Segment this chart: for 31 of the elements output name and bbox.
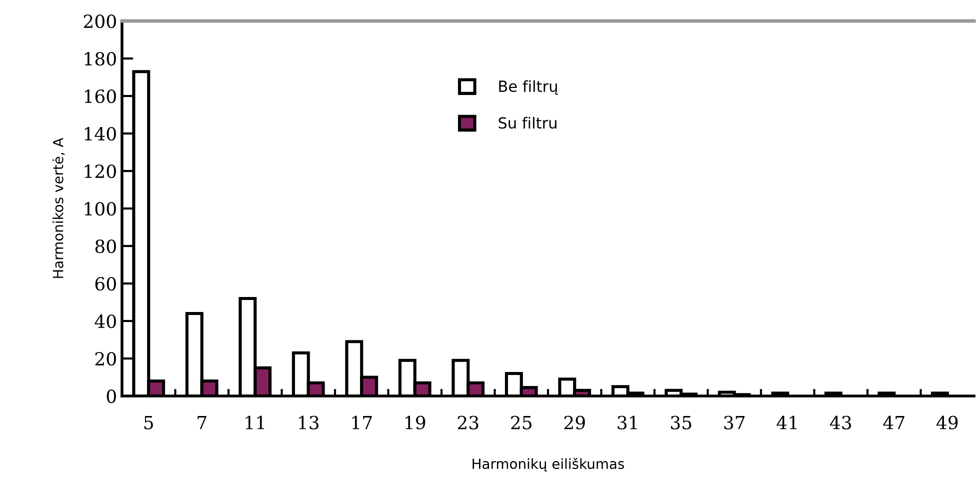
x-tick-label: 47: [883, 416, 904, 430]
x-tick-label: 31: [618, 416, 637, 430]
x-tick-label: 17: [352, 416, 372, 430]
legend-label: Be filtrų: [499, 80, 558, 95]
x-tick-label: 41: [776, 416, 797, 430]
y-tick-label: 20: [95, 352, 116, 366]
x-tick-label: 25: [511, 416, 532, 430]
x-tick-label: 7: [198, 416, 206, 430]
y-tick-label: 60: [95, 276, 116, 291]
y-tick-label: 100: [84, 202, 116, 216]
x-tick-label: 43: [830, 416, 852, 430]
x-tick-label: 29: [564, 416, 585, 430]
y-tick-label: 160: [84, 89, 116, 104]
x-axis-title: Harmonikų eiliškumas: [472, 458, 624, 472]
legend-label: Su filtru: [498, 116, 556, 129]
x-tick-label: 19: [406, 416, 426, 430]
y-tick-label: 0: [106, 389, 116, 404]
y-tick-label: 140: [84, 126, 116, 141]
y-tick-label: 180: [84, 52, 116, 66]
x-tick-label: 35: [671, 416, 692, 430]
y-tick-label: 120: [84, 164, 116, 178]
y-tick-label: 80: [95, 239, 116, 254]
x-tick-label: 49: [936, 416, 958, 430]
x-tick-label: 5: [144, 416, 153, 430]
x-tick-label: 37: [724, 416, 745, 430]
y-tick-label: 40: [94, 314, 116, 328]
y-tick-label: 200: [84, 14, 116, 28]
x-tick-label: 13: [299, 416, 319, 430]
y-axis-title: Harmonikos vertė, A: [52, 138, 65, 278]
x-tick-label: 23: [458, 416, 478, 430]
x-tick-label: 11: [246, 416, 264, 430]
